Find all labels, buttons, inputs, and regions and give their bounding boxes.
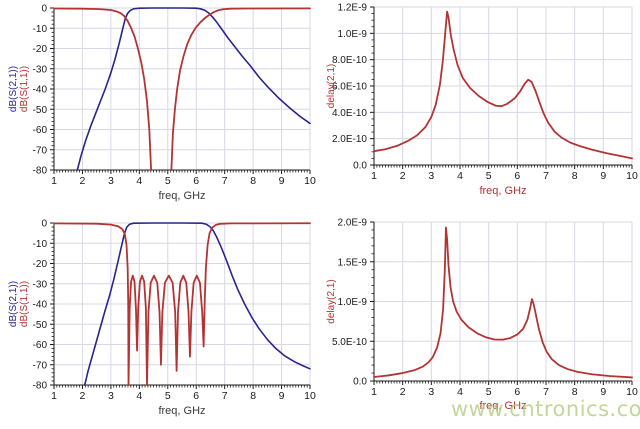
x-tick-label: 7 bbox=[543, 386, 549, 398]
x-tick-label: 5 bbox=[486, 386, 492, 398]
y-tick-label: -10 bbox=[33, 24, 48, 35]
y-tick-label: -10 bbox=[33, 239, 48, 250]
y-tick-label: -20 bbox=[33, 44, 48, 55]
y-tick-label: -70 bbox=[33, 360, 48, 371]
y-tick-label: 2.0E-10 bbox=[332, 134, 367, 145]
x-axis-label: freq, GHz bbox=[158, 405, 205, 417]
curve-db-s21 bbox=[83, 222, 311, 386]
y-tick-label: -20 bbox=[33, 259, 48, 270]
y-tick-label: -80 bbox=[33, 381, 48, 392]
x-tick-label: 6 bbox=[514, 386, 520, 398]
y-tick-label: 4.0E-10 bbox=[332, 108, 367, 119]
x-tick-label: 6 bbox=[514, 170, 520, 182]
x-tick-label: 5 bbox=[486, 170, 492, 182]
curve-db-s11 bbox=[53, 222, 311, 386]
x-tick-label: 9 bbox=[600, 170, 606, 182]
x-tick-label: 1 bbox=[371, 386, 377, 398]
x-tick-label: 4 bbox=[457, 170, 463, 182]
x-tick-label: 7 bbox=[222, 390, 228, 402]
chart-s-parameters-top: 1 2 3 4 5 6 7 8 9 10 0 -10 -20 -30 -40 -50 -60 -70 -80 freq… bbox=[8, 4, 316, 203]
y-tick-label: 1.0E-9 bbox=[338, 297, 368, 308]
x-tick-label: 7 bbox=[222, 175, 228, 187]
x-tick-label: 3 bbox=[428, 386, 434, 398]
x-tick-label: 8 bbox=[572, 386, 578, 398]
x-tick-label: 8 bbox=[250, 390, 256, 402]
curve-delay bbox=[373, 10, 633, 160]
y-tick-label: 1.0E-9 bbox=[338, 29, 368, 40]
x-tick-label: 3 bbox=[428, 170, 434, 182]
y-tick-label: 6.0E-10 bbox=[332, 82, 367, 93]
x-tick-label: 1 bbox=[371, 170, 377, 182]
curve-db-s21 bbox=[76, 7, 311, 171]
y-tick-label: -40 bbox=[33, 85, 48, 96]
curve-db-s11 bbox=[53, 7, 153, 171]
y-tick-label: 0 bbox=[41, 219, 47, 230]
x-tick-label: 3 bbox=[108, 390, 114, 402]
y-tick-label: -60 bbox=[33, 125, 48, 136]
y-tick-label: 2.0E-9 bbox=[338, 218, 368, 229]
y-tick-label: -50 bbox=[33, 320, 48, 331]
x-tick-label: 10 bbox=[626, 386, 638, 398]
x-tick-label: 10 bbox=[626, 170, 638, 182]
x-axis-label: freq, GHz bbox=[479, 400, 526, 412]
y-axis-label: dB(S(1,1)) bbox=[19, 66, 30, 112]
x-tick-label: 2 bbox=[80, 175, 86, 187]
chart-group-delay-bottom: 1 2 3 4 5 6 7 8 9 10 0.0 5.0E-10 1.0E-9 1.5E-9 2.0E-9 f… bbox=[326, 218, 638, 413]
x-tick-label: 6 bbox=[193, 390, 199, 402]
y-axis-label: dB(S(1,1)) bbox=[19, 281, 30, 327]
grid bbox=[373, 6, 633, 166]
x-tick-label: 2 bbox=[80, 390, 86, 402]
y-tick-label: 0.0 bbox=[353, 377, 367, 388]
x-tick-label: 6 bbox=[193, 175, 199, 187]
x-tick-label: 1 bbox=[51, 175, 57, 187]
y-axis-label: delay(2,1) bbox=[326, 279, 337, 323]
x-tick-label: 10 bbox=[304, 175, 316, 187]
y-tick-label: 1.5E-9 bbox=[338, 257, 368, 268]
curve-delay bbox=[373, 226, 633, 379]
x-tick-label: 3 bbox=[108, 175, 114, 187]
x-axis-label: freq, GHz bbox=[479, 185, 526, 197]
x-tick-label: 9 bbox=[279, 175, 285, 187]
x-tick-label: 4 bbox=[457, 386, 463, 398]
y-tick-label: 0.0 bbox=[353, 161, 367, 172]
y-axis-label: dB(S(2,1)) bbox=[8, 281, 19, 327]
y-axis-label: dB(S(2,1)) bbox=[8, 66, 19, 112]
chart-group-delay-top: 1 2 3 4 5 6 7 8 9 10 0.0 2.0E-10 4.0E-10 6.0E-10 8.0E-… bbox=[326, 3, 638, 198]
y-tick-label: -70 bbox=[33, 145, 48, 156]
y-tick-label: 1.2E-9 bbox=[338, 3, 368, 14]
x-tick-label: 9 bbox=[600, 386, 606, 398]
x-tick-label: 4 bbox=[136, 175, 142, 187]
grid bbox=[53, 7, 311, 171]
y-tick-label: -80 bbox=[33, 166, 48, 177]
grid bbox=[373, 221, 633, 382]
y-tick-label: -30 bbox=[33, 279, 48, 290]
y-tick-label: -50 bbox=[33, 105, 48, 116]
y-tick-label: 0 bbox=[41, 4, 47, 15]
y-tick-label: 8.0E-10 bbox=[332, 55, 367, 66]
x-tick-label: 8 bbox=[250, 175, 256, 187]
y-tick-label: 5.0E-10 bbox=[332, 337, 367, 348]
y-axis-label: delay(2,1) bbox=[326, 64, 337, 108]
x-tick-label: 10 bbox=[304, 390, 316, 402]
y-tick-label: -60 bbox=[33, 340, 48, 351]
curve-db-s11 bbox=[170, 7, 311, 171]
x-tick-label: 9 bbox=[279, 390, 285, 402]
x-axis-label: freq, GHz bbox=[158, 190, 205, 202]
x-tick-label: 5 bbox=[165, 175, 171, 187]
x-tick-label: 5 bbox=[165, 390, 171, 402]
x-tick-label: 1 bbox=[51, 390, 57, 402]
y-tick-label: -30 bbox=[33, 64, 48, 75]
x-tick-label: 2 bbox=[400, 386, 406, 398]
x-tick-label: 8 bbox=[572, 170, 578, 182]
chart-s-parameters-bottom: 1 2 3 4 5 6 7 8 9 10 0 -10 -20 -30 -40 -50 -60 -70 -80 freq… bbox=[8, 219, 316, 418]
x-tick-label: 4 bbox=[136, 390, 142, 402]
x-tick-label: 2 bbox=[400, 170, 406, 182]
y-tick-label: -40 bbox=[33, 300, 48, 311]
x-tick-label: 7 bbox=[543, 170, 549, 182]
grid bbox=[53, 222, 311, 386]
